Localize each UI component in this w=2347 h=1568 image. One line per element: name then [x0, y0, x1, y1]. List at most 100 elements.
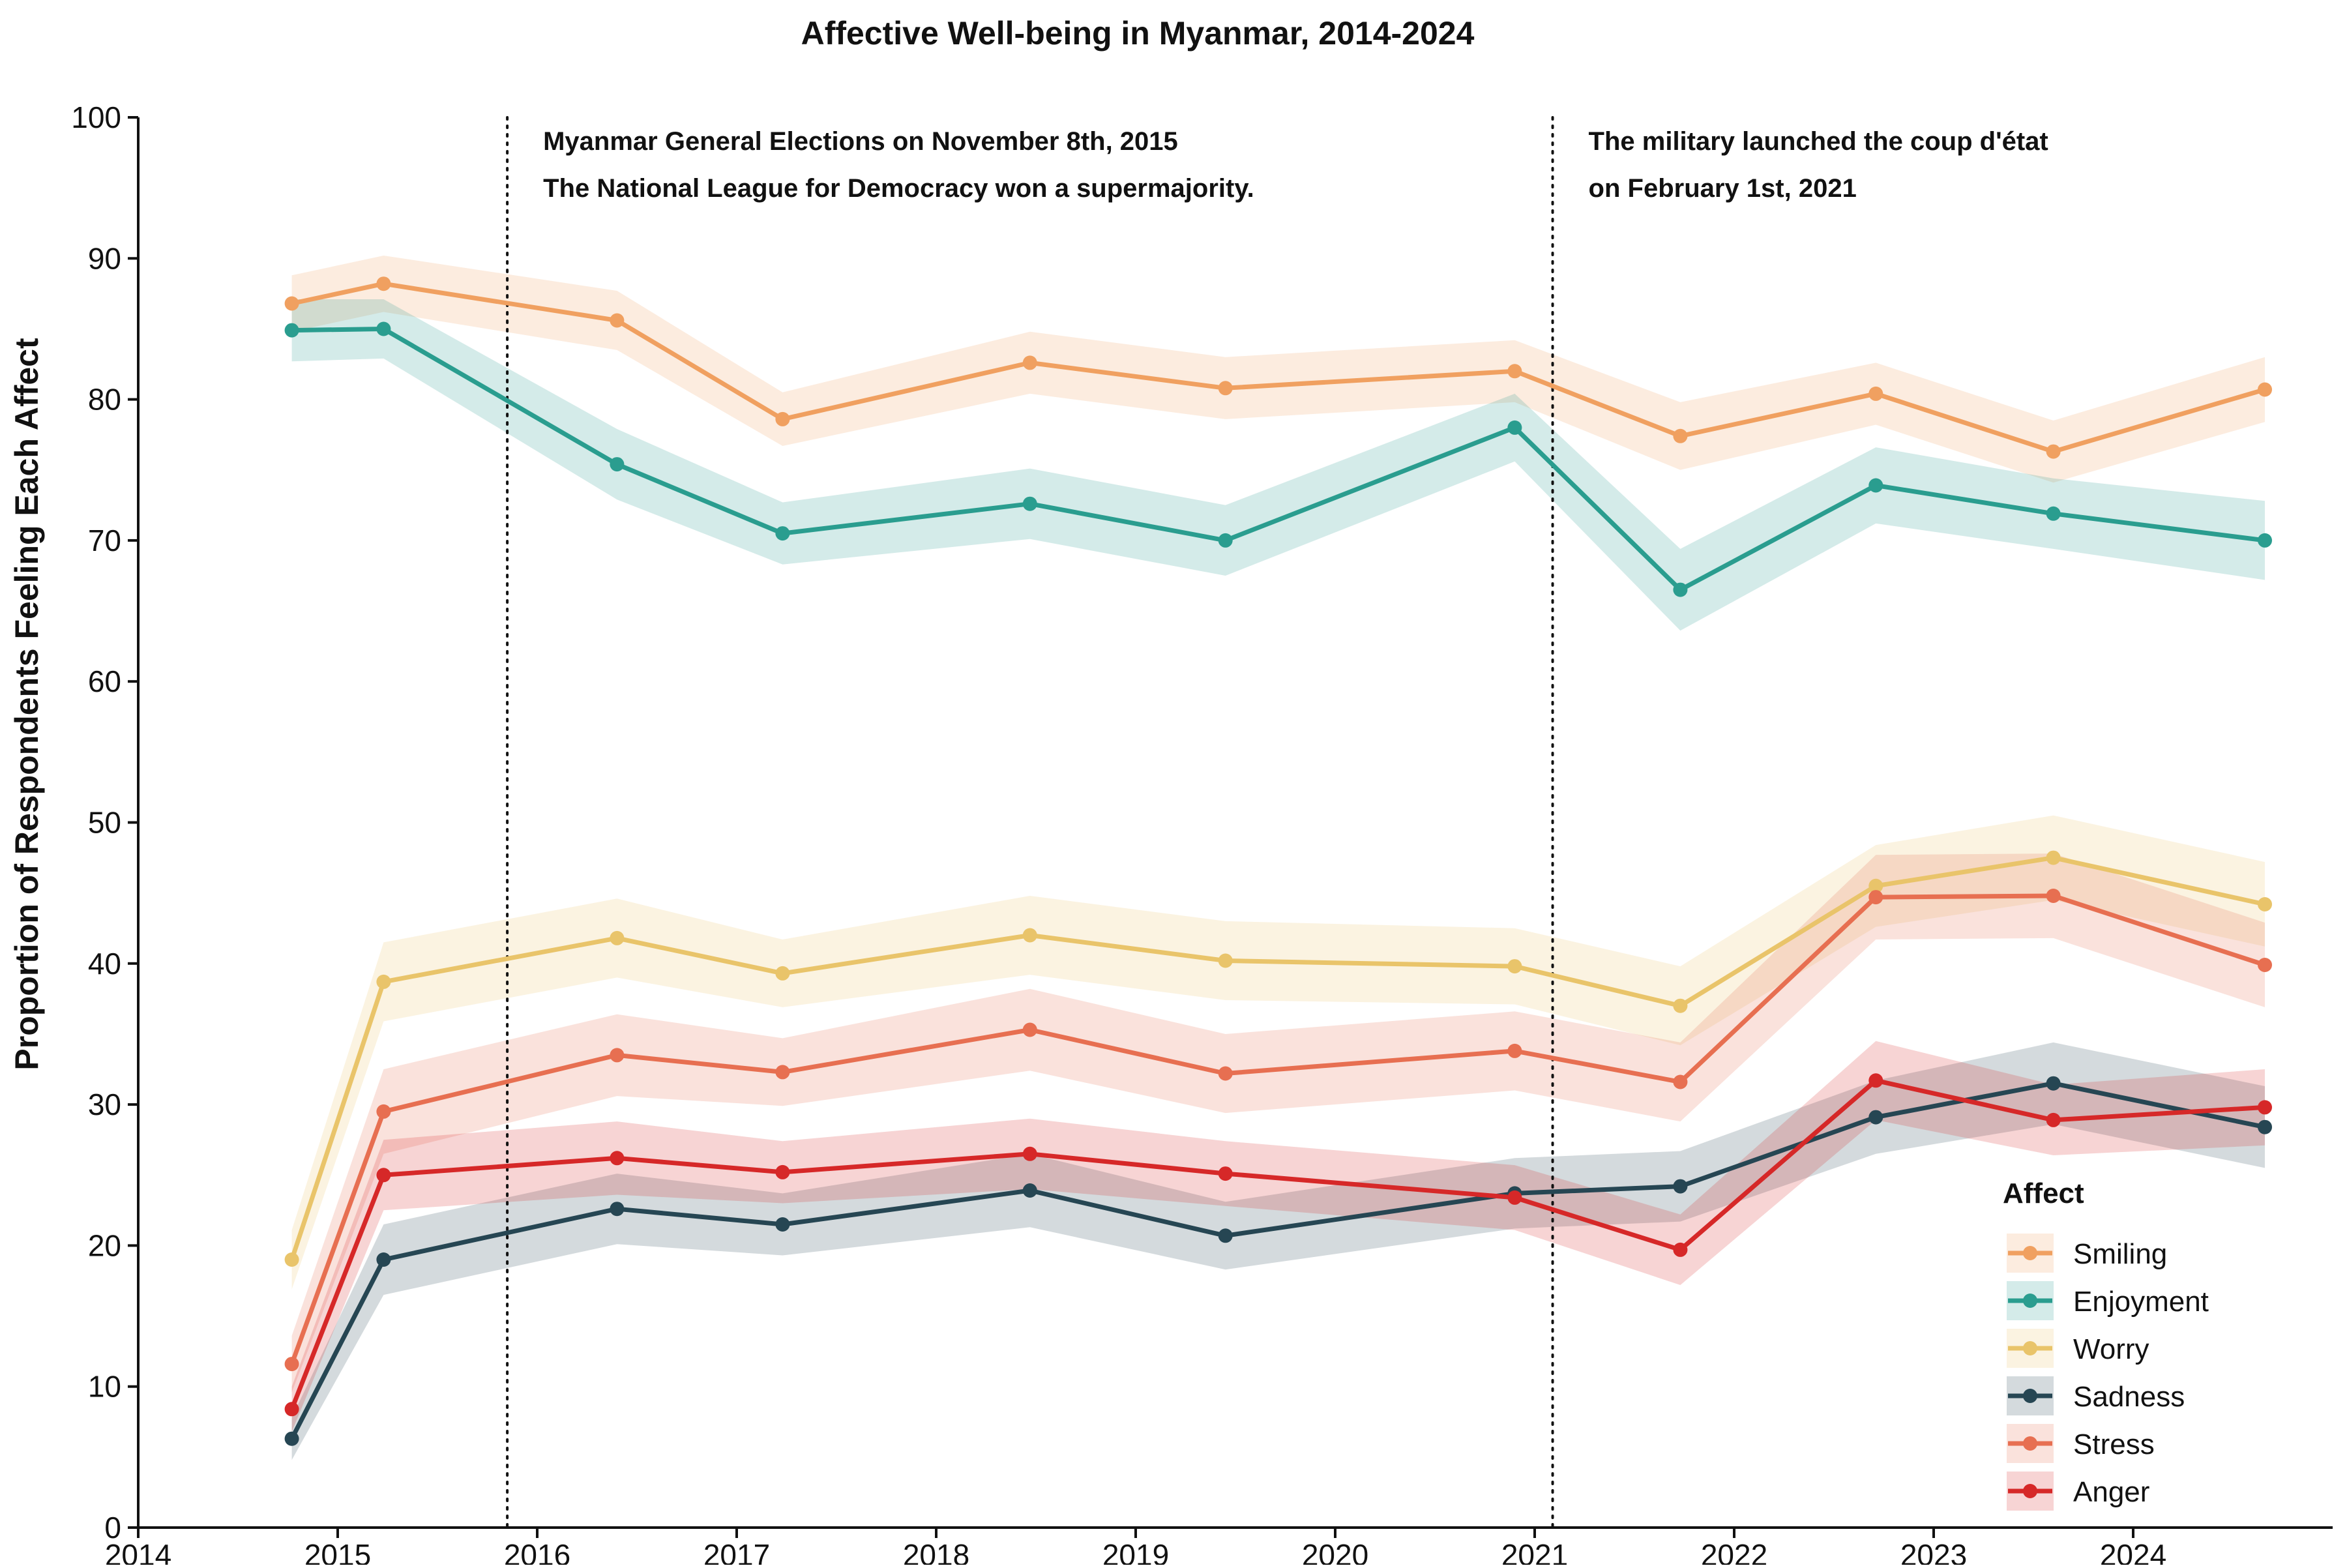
point-enjoyment-5 — [1022, 496, 1037, 511]
band-enjoyment — [291, 299, 2265, 631]
point-stress-6 — [1218, 1066, 1233, 1081]
axes: 0 10 20 30 40 50 60 70 80 90 100 2014 2015 2016 2017 20… — [71, 100, 2333, 1568]
y-tick-label: 70 — [88, 524, 121, 557]
y-axis-label: Proportion of Respondents Feeling Each A… — [8, 338, 45, 1071]
point-anger-10 — [2046, 1112, 2061, 1127]
annotation-2-line-1: The military launched the coup d'état — [1589, 127, 2048, 156]
point-stress-3 — [610, 1048, 625, 1063]
y-tick-label: 90 — [88, 241, 121, 275]
point-smiling-5 — [1022, 355, 1037, 370]
point-worry-6 — [1218, 953, 1233, 968]
legend-swatch-marker — [2023, 1484, 2037, 1498]
legend-label: Enjoyment — [2073, 1286, 2209, 1318]
y-tick-label: 10 — [88, 1370, 121, 1404]
x-tick-label: 2023 — [1900, 1538, 1967, 1565]
point-smiling-6 — [1218, 381, 1233, 396]
point-worry-9 — [1868, 878, 1883, 893]
x-tick-label: 2016 — [504, 1538, 570, 1565]
band-stress — [291, 853, 2265, 1393]
legend-swatch-marker — [2023, 1341, 2037, 1355]
series-points — [284, 276, 2272, 1446]
point-sadness-8 — [1673, 1179, 1688, 1194]
point-stress-4 — [775, 1065, 790, 1080]
point-sadness-10 — [2046, 1076, 2061, 1091]
point-smiling-4 — [775, 411, 790, 426]
legend-item-enjoyment: Enjoyment — [2007, 1281, 2209, 1320]
legend-item-anger: Anger — [2007, 1472, 2149, 1511]
legend-label: Stress — [2073, 1428, 2155, 1460]
point-sadness-4 — [775, 1217, 790, 1232]
x-tick-label: 2024 — [2100, 1538, 2166, 1565]
point-worry-8 — [1673, 998, 1688, 1013]
y-tick-label: 60 — [88, 664, 121, 698]
point-enjoyment-9 — [1868, 478, 1883, 493]
legend-swatch-marker — [2023, 1294, 2037, 1308]
point-worry-2 — [376, 974, 391, 989]
y-tick-label: 80 — [88, 383, 121, 417]
point-smiling-10 — [2046, 444, 2061, 459]
point-enjoyment-10 — [2046, 506, 2061, 521]
event-lines — [506, 116, 1554, 1529]
legend-label: Sadness — [2073, 1381, 2185, 1413]
legend-label: Worry — [2073, 1333, 2149, 1365]
point-sadness-9 — [1868, 1110, 1883, 1125]
legend-item-smiling: Smiling — [2007, 1234, 2167, 1273]
point-smiling-11 — [2258, 382, 2272, 397]
point-anger-7 — [1507, 1190, 1522, 1205]
point-anger-1 — [284, 1402, 299, 1417]
point-sadness-3 — [610, 1202, 625, 1217]
point-smiling-1 — [284, 296, 299, 311]
annotation-1-line-1: Myanmar General Elections on November 8t… — [543, 127, 1178, 156]
legend-item-stress: Stress — [2007, 1424, 2155, 1463]
x-tick-label: 2014 — [105, 1538, 171, 1565]
annotation-2-line-2: on February 1st, 2021 — [1589, 174, 1857, 203]
chart-title: Affective Well-being in Myanmar, 2014-20… — [801, 15, 1475, 52]
point-enjoyment-3 — [610, 457, 625, 472]
point-sadness-6 — [1218, 1228, 1233, 1243]
point-anger-9 — [1868, 1073, 1883, 1088]
x-tick-label: 2018 — [903, 1538, 969, 1565]
point-smiling-9 — [1868, 386, 1883, 401]
point-worry-1 — [284, 1252, 299, 1267]
point-worry-11 — [2258, 897, 2272, 911]
x-tick-label: 2022 — [1701, 1538, 1767, 1565]
point-sadness-5 — [1022, 1183, 1037, 1198]
point-worry-10 — [2046, 850, 2061, 865]
y-tick-label: 0 — [104, 1511, 121, 1545]
point-enjoyment-6 — [1218, 533, 1233, 548]
x-tick-label: 2020 — [1302, 1538, 1368, 1565]
point-sadness-1 — [284, 1431, 299, 1446]
point-anger-8 — [1673, 1242, 1688, 1257]
point-worry-5 — [1022, 928, 1037, 943]
point-anger-2 — [376, 1168, 391, 1183]
x-tick-label: 2015 — [304, 1538, 371, 1565]
x-tick-label: 2019 — [1102, 1538, 1169, 1565]
point-anger-5 — [1022, 1146, 1037, 1161]
point-stress-8 — [1673, 1074, 1688, 1089]
y-tick-label: 20 — [88, 1228, 121, 1262]
y-tick-label: 100 — [71, 100, 121, 134]
point-smiling-7 — [1507, 364, 1522, 379]
legend-swatch-marker — [2023, 1246, 2037, 1260]
point-sadness-2 — [376, 1252, 391, 1267]
point-smiling-2 — [376, 276, 391, 291]
legend-swatch-marker — [2023, 1389, 2037, 1403]
point-enjoyment-4 — [775, 526, 790, 541]
band-worry — [291, 815, 2265, 1290]
point-sadness-11 — [2258, 1119, 2272, 1134]
annotations: Myanmar General Elections on November 8t… — [543, 127, 2048, 203]
legend-label: Smiling — [2073, 1238, 2167, 1270]
y-tick-label: 30 — [88, 1087, 121, 1121]
annotation-1-line-2: The National League for Democracy won a … — [543, 174, 1254, 203]
legend-swatch-marker — [2023, 1436, 2037, 1451]
legend-item-sadness: Sadness — [2007, 1376, 2185, 1415]
point-stress-1 — [284, 1357, 299, 1372]
x-tick-label: 2017 — [703, 1538, 770, 1565]
point-enjoyment-8 — [1673, 582, 1688, 597]
point-enjoyment-2 — [376, 321, 391, 336]
point-anger-11 — [2258, 1100, 2272, 1115]
point-stress-11 — [2258, 958, 2272, 972]
point-worry-3 — [610, 930, 625, 945]
